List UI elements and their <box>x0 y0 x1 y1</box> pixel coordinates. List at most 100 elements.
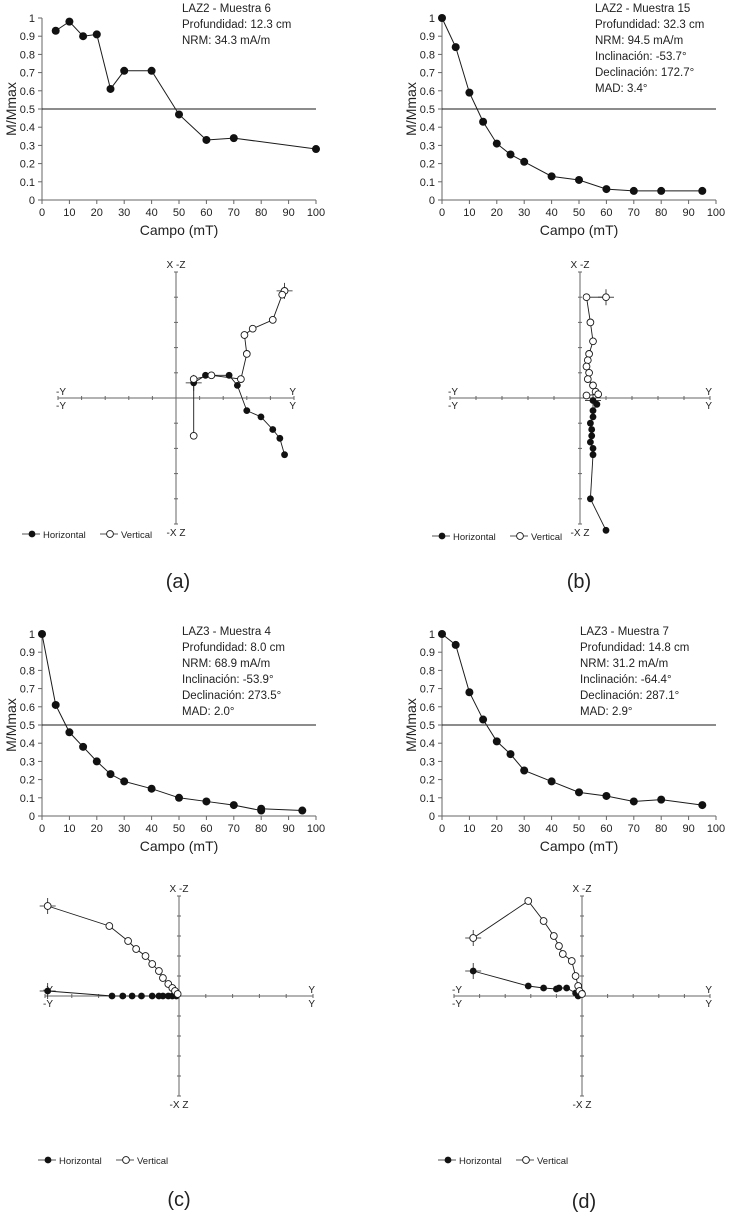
y-tick-label: 0.1 <box>20 793 35 805</box>
x-tick-label: 70 <box>228 207 240 219</box>
decay-point <box>79 32 88 41</box>
decay-point <box>520 766 529 775</box>
zij-vertical-point <box>141 952 150 960</box>
x-tick-label: 90 <box>682 207 694 219</box>
decay-point <box>38 630 46 638</box>
decay-point <box>492 139 501 148</box>
legend-horizontal-marker <box>444 1156 452 1164</box>
x-tick-label: 40 <box>545 207 557 219</box>
legend-horizontal-marker <box>28 530 36 538</box>
decay-point <box>202 135 211 144</box>
zij-vertical-point <box>124 937 132 945</box>
y-tick-label: 0.8 <box>420 49 435 61</box>
sample-info-line: Inclinación: -53.9° <box>182 674 274 686</box>
y-tick-label: 0.7 <box>20 68 35 80</box>
legend-vertical-marker <box>522 1156 530 1164</box>
decay-point <box>257 804 266 813</box>
zij-vertical-point <box>578 990 586 998</box>
decay-point <box>120 66 129 75</box>
zij-label-left: -Y <box>43 999 53 1010</box>
zij-horizontal-point <box>276 434 284 442</box>
x-tick-label: 20 <box>491 823 503 835</box>
y-tick-label: 0.1 <box>420 793 435 805</box>
y-tick-label: 0.2 <box>20 159 35 171</box>
legend-horizontal-label: Horizontal <box>453 532 496 543</box>
x-tick-label: 0 <box>39 207 45 219</box>
x-tick-label: 80 <box>255 207 267 219</box>
decay-point <box>438 14 446 22</box>
decay-point <box>506 150 515 159</box>
decay-point <box>575 788 583 797</box>
decay-point <box>547 172 556 181</box>
x-tick-label: 20 <box>491 207 503 219</box>
zij-horizontal-point <box>589 413 597 421</box>
zij-vertical-point <box>567 957 576 965</box>
legend-vertical-marker <box>106 530 114 538</box>
zij-horizontal-point <box>159 992 167 1000</box>
zij-label-left: -Y <box>448 401 458 412</box>
sample-info-line: MAD: 2.9° <box>580 706 633 718</box>
zij-label-right: Y <box>705 985 712 996</box>
y-tick-label: 1 <box>429 629 435 641</box>
y-tick-label: 0.8 <box>420 665 435 677</box>
zij-vertical-point <box>589 337 597 346</box>
decay-point <box>51 26 60 35</box>
y-tick-label: 0.1 <box>420 177 435 189</box>
zij-vertical-point <box>105 922 114 930</box>
decay-point <box>602 791 611 800</box>
x-tick-label: 90 <box>282 823 294 835</box>
x-tick-label: 100 <box>707 207 725 219</box>
sample-info-line: NRM: 34.3 mA/m <box>182 35 270 47</box>
zij-vertical-point <box>582 391 591 400</box>
decay-point <box>312 145 320 154</box>
decay-point <box>602 185 611 194</box>
y-tick-label: 0 <box>429 811 435 823</box>
sample-info-line: NRM: 94.5 mA/m <box>595 35 683 47</box>
decay-point <box>657 186 666 195</box>
panel-c: 0 10 20 30 40 50 60 70 80 90 100 0 0.1 0.2 0.3 0.4 0.5 0.… <box>3 626 325 1211</box>
decay-point <box>506 750 515 759</box>
zij-vertical-point <box>558 950 567 958</box>
y-tick-label: 1 <box>29 13 35 25</box>
zij-horizontal-point <box>555 984 563 992</box>
y-tick-label: 0.4 <box>20 738 35 750</box>
decay-point <box>479 715 488 724</box>
panel-label: (b) <box>567 571 591 593</box>
decay-point <box>147 784 156 793</box>
decay-point <box>106 770 115 779</box>
decay-point <box>520 157 529 166</box>
sample-title: LAZ3 - Muestra 4 <box>182 626 271 638</box>
y-tick-label: 0.9 <box>420 647 435 659</box>
x-tick-label: 0 <box>439 207 445 219</box>
zij-vertical-point <box>268 316 277 324</box>
x-tick-label: 60 <box>200 207 212 219</box>
x-tick-label: 100 <box>307 823 325 835</box>
decay-point <box>51 700 60 709</box>
x-tick-label: 30 <box>518 823 530 835</box>
y-tick-label: 0.6 <box>20 86 35 98</box>
decay-point <box>106 84 115 93</box>
y-tick-label: 0.7 <box>420 684 435 696</box>
zij-vertical-point <box>585 368 593 377</box>
zij-label-left: -Y <box>448 387 458 398</box>
x-tick-label: 90 <box>682 823 694 835</box>
y-tick-label: 0.3 <box>20 140 35 152</box>
panel-a: 0 10 20 30 40 50 60 70 80 90 100 0 0.1 0.2 0.3 0.4 0.5 0.… <box>3 3 325 593</box>
y-tick-label: 0.6 <box>420 702 435 714</box>
zij-vertical-point <box>189 375 198 383</box>
decay-point <box>629 186 638 195</box>
zij-horizontal-point <box>524 982 532 990</box>
y-tick-label: 0.2 <box>20 775 35 787</box>
sample-info-line: Declinación: 287.1° <box>580 690 679 702</box>
zij-horizontal-point <box>587 495 594 503</box>
zij-vertical-point <box>173 990 182 998</box>
zij-label-bottom: -X Z <box>573 1100 592 1111</box>
x-tick-label: 30 <box>118 207 130 219</box>
sample-info-line: NRM: 31.2 mA/m <box>580 658 668 670</box>
zij-horizontal-point <box>540 984 547 992</box>
zij-horizontal-point <box>589 407 597 414</box>
x-tick-label: 50 <box>573 823 585 835</box>
x-tick-label: 60 <box>600 823 612 835</box>
zij-label-right: Y <box>705 387 712 398</box>
